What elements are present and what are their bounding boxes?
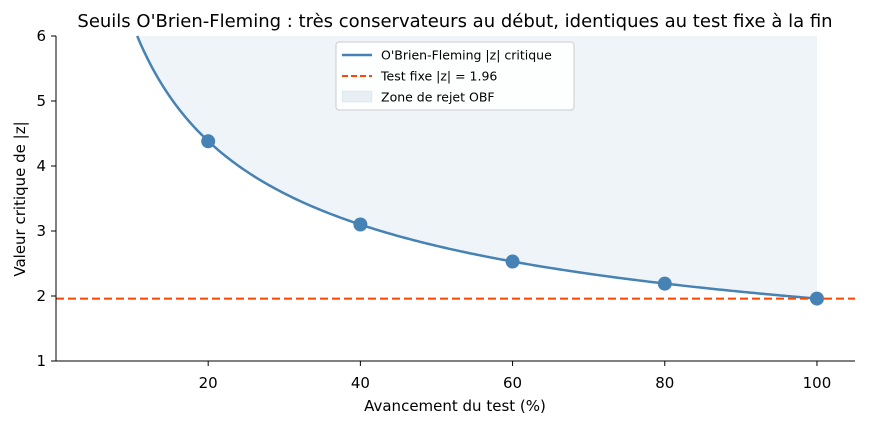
legend-zone-swatch <box>341 90 373 103</box>
x-tick-label-20: 20 <box>199 374 218 392</box>
x-tick-label-80: 80 <box>655 374 674 392</box>
obf-critical-line <box>136 35 818 300</box>
y-tick-label-3: 3 <box>36 222 46 240</box>
rejection-zone-fill <box>137 36 817 299</box>
legend-obf-label: O'Brien-Fleming |z| critique <box>381 48 552 63</box>
legend-zone-label: Zone de rejet OBF <box>381 90 495 105</box>
x-axis-label: Avancement du test (%) <box>364 397 546 415</box>
x-tick-label-60: 60 <box>503 374 522 392</box>
obf-points <box>201 134 824 306</box>
x-ticks: 20 40 60 80 100 <box>199 361 832 392</box>
y-tick-label-5: 5 <box>36 92 46 110</box>
obf-point-80 <box>657 276 672 291</box>
y-tick-label-1: 1 <box>36 352 46 370</box>
legend-frame <box>335 41 575 111</box>
obf-point-100 <box>809 291 824 306</box>
chart-title: Seuils O'Brien-Fleming : très conservate… <box>77 11 832 32</box>
y-tick-label-4: 4 <box>36 157 46 175</box>
y-tick-label-2: 2 <box>36 287 46 305</box>
axes: 20 40 60 80 100 1 2 3 4 5 6 <box>36 27 855 392</box>
x-tick-label-40: 40 <box>351 374 370 392</box>
plot-area <box>56 35 855 306</box>
y-axis-label: Valeur critique de |z| <box>11 121 29 276</box>
y-tick-label-6: 6 <box>36 27 46 45</box>
legend-fixed-label: Test fixe |z| = 1.96 <box>380 69 497 84</box>
obf-point-20 <box>201 134 216 149</box>
y-ticks: 1 2 3 4 5 6 <box>36 27 56 370</box>
obf-point-40 <box>353 217 368 232</box>
x-tick-label-100: 100 <box>803 374 832 392</box>
legend: O'Brien-Fleming |z| critique Test fixe |… <box>335 41 575 111</box>
obf-point-60 <box>505 254 520 269</box>
